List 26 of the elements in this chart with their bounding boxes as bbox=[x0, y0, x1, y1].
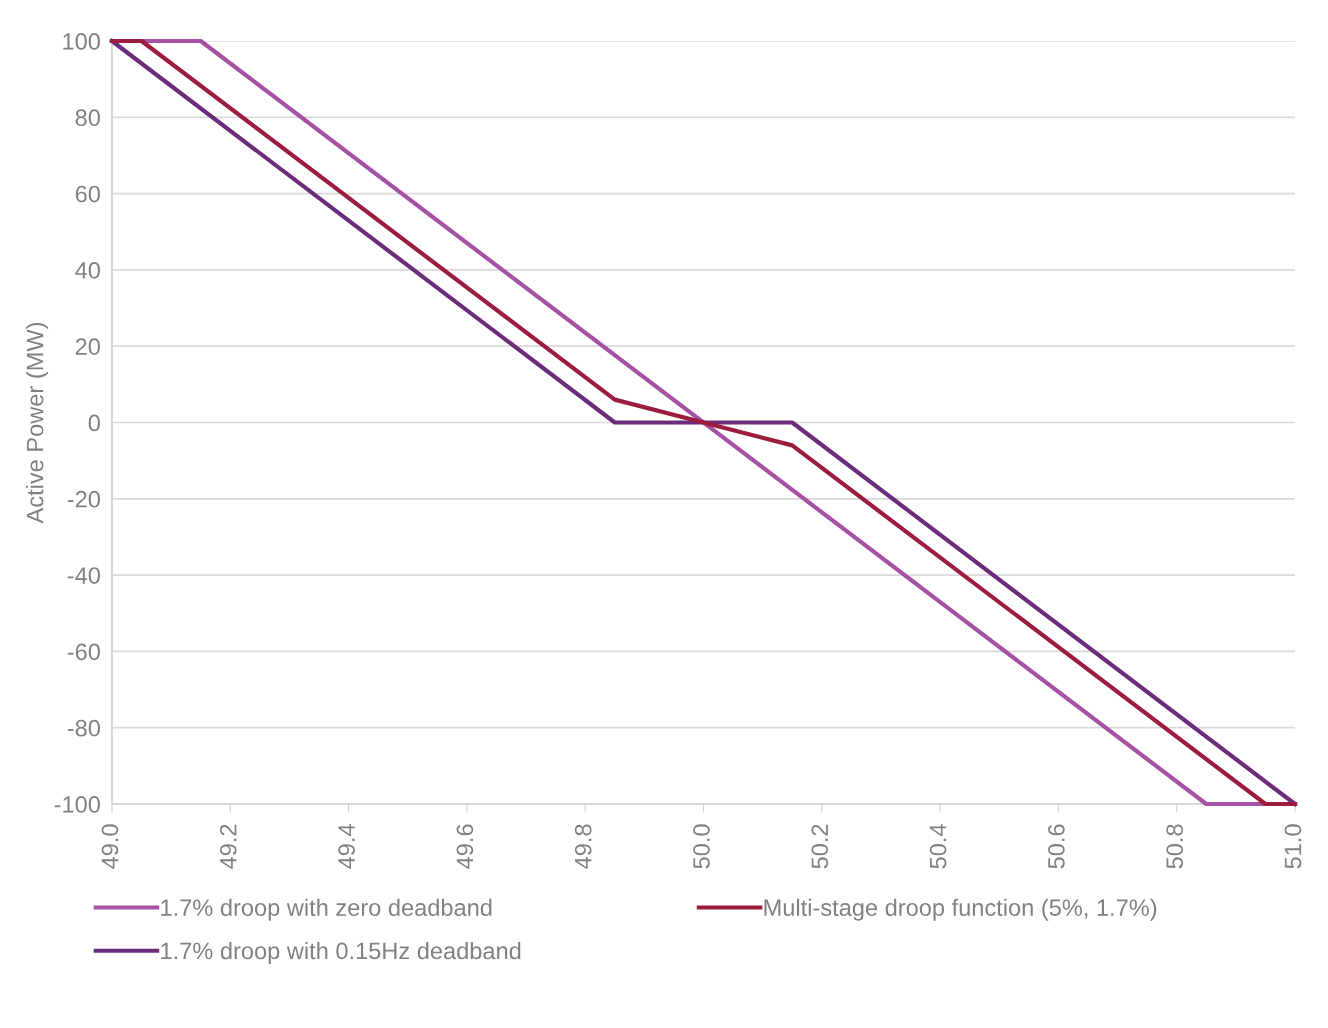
y-tick-label: 100 bbox=[63, 33, 100, 50]
legend-label: Multi-stage droop function (5%, 1.7%) bbox=[764, 898, 1157, 921]
y-tick-label: 80 bbox=[75, 109, 100, 127]
x-tick-label: 50.4 bbox=[929, 824, 947, 869]
x-tick-label: 49.4 bbox=[338, 824, 355, 869]
legend-label: 1.7% droop with 0.15Hz deadband bbox=[161, 941, 521, 964]
x-tick-label: 49.0 bbox=[101, 824, 119, 869]
x-tick-label: 51.0 bbox=[1284, 824, 1302, 869]
y-tick-label: -60 bbox=[67, 643, 100, 661]
y-tick-label: -80 bbox=[67, 719, 100, 737]
y-tick-label: -40 bbox=[67, 567, 100, 584]
x-tick-label: 49.6 bbox=[456, 824, 474, 869]
x-tick-label: 49.8 bbox=[574, 824, 592, 869]
y-tick-label: -100 bbox=[54, 796, 100, 813]
x-tick-label: 50.0 bbox=[693, 824, 710, 869]
y-tick-label: 40 bbox=[75, 261, 100, 279]
y-tick-label: -20 bbox=[67, 490, 100, 508]
y-tick-label: 60 bbox=[75, 185, 100, 203]
legend-label: 1.7% droop with zero deadband bbox=[161, 898, 492, 921]
y-axis-title: Active Power (MW) bbox=[26, 322, 49, 524]
x-tick-label: 50.6 bbox=[1048, 824, 1065, 869]
x-tick-label: 50.2 bbox=[811, 824, 829, 869]
x-tick-label: 49.2 bbox=[219, 824, 237, 869]
y-tick-label: 0 bbox=[88, 414, 100, 432]
y-tick-label: 20 bbox=[75, 338, 100, 355]
x-tick-label: 50.8 bbox=[1166, 824, 1184, 869]
